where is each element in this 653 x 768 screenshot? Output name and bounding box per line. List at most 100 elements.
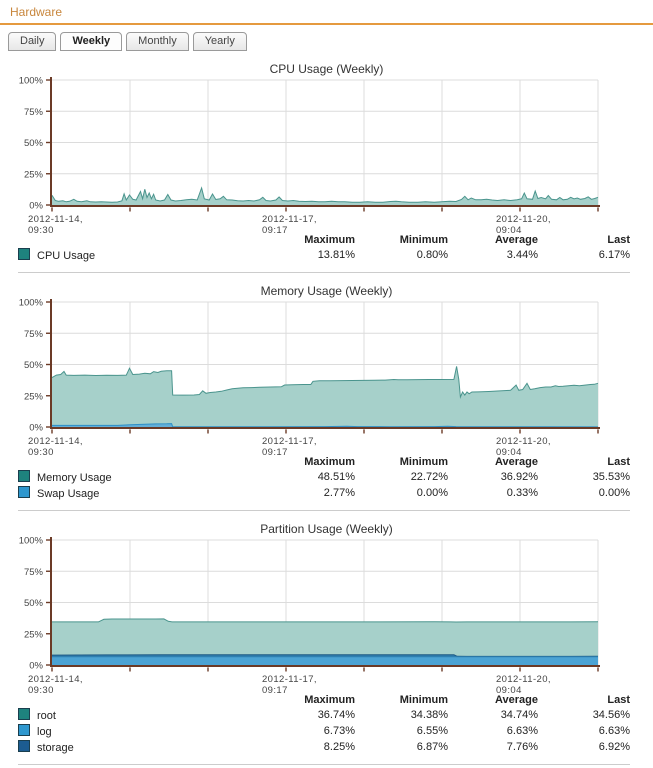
stat-maximum: 36.74% [317,709,355,721]
stats-header-minimum: Minimum [399,234,448,246]
svg-text:50%: 50% [24,598,44,609]
root-swatch [18,708,30,720]
svg-text:2012-11-14,: 2012-11-14, [28,436,83,447]
stats-header-row: Maximum Minimum Average Last [18,693,630,707]
stat-average: 34.74% [500,709,538,721]
stats-header-maximum: Maximum [304,456,355,468]
stat-average: 36.92% [500,471,538,483]
stats-header-minimum: Minimum [399,694,448,706]
stat-average: 3.44% [506,249,538,261]
stat-maximum: 8.25% [323,741,355,753]
cpu-stats-table: Maximum Minimum Average Last CPU Usage 1… [18,233,630,263]
stats-header-average: Average [494,694,538,706]
chart-title: Memory Usage (Weekly) [260,284,393,298]
tab-monthly[interactable]: Monthly [126,32,189,51]
memory-usage-swatch [18,470,30,482]
svg-text:0%: 0% [29,661,43,672]
series-label: CPU Usage [37,250,96,262]
memory-usage-chart: Memory Usage (Weekly) 100% 75% 50% 25% 0% 201… [0,284,653,511]
page-title: Hardware [10,5,63,19]
svg-text:2012-11-17,: 2012-11-17, [262,436,317,447]
stats-header-last: Last [607,456,630,468]
stats-header-row: Maximum Minimum Average Last [18,455,630,469]
table-row: root 36.74% 34.38% 34.74% 34.56% [18,707,630,723]
svg-text:25%: 25% [24,169,44,180]
chart-title: Partition Usage (Weekly) [260,522,393,536]
svg-text:2012-11-20,: 2012-11-20, [496,674,551,685]
stat-last: 6.63% [598,725,630,737]
table-row: Memory Usage 48.51% 22.72% 36.92% 35.53% [18,469,630,485]
svg-text:75%: 75% [24,567,44,578]
svg-text:2012-11-17,: 2012-11-17, [262,674,317,685]
log-swatch [18,724,30,736]
svg-text:100%: 100% [19,76,44,87]
stat-last: 0.00% [598,487,630,499]
page-header: Hardware [0,0,653,19]
swap-usage-swatch [18,486,30,498]
stat-minimum: 34.38% [410,709,448,721]
stats-header-last: Last [607,234,630,246]
cpu-usage-chart: CPU Usage (Weekly) 100% 75% 50% 25% 0% 2012-1… [0,62,653,273]
series-label: Memory Usage [37,472,112,484]
stats-header-row: Maximum Minimum Average Last [18,233,630,247]
table-row: storage 8.25% 6.87% 7.76% 6.92% [18,739,630,755]
stat-minimum: 0.00% [416,487,448,499]
svg-text:75%: 75% [24,107,44,118]
stat-last: 34.56% [592,709,630,721]
svg-text:09:17: 09:17 [262,447,288,455]
partition-stats-table: Maximum Minimum Average Last root 36.74%… [18,693,630,755]
table-row: Swap Usage 2.77% 0.00% 0.33% 0.00% [18,485,630,501]
svg-text:09:04: 09:04 [496,685,522,693]
svg-text:09:17: 09:17 [262,685,288,693]
chart-title: CPU Usage (Weekly) [269,62,384,76]
tab-daily[interactable]: Daily [8,32,57,51]
tab-weekly[interactable]: Weekly [60,32,123,51]
svg-text:09:30: 09:30 [28,685,54,693]
table-row: CPU Usage 13.81% 0.80% 3.44% 6.17% [18,247,630,263]
svg-text:100%: 100% [19,536,44,547]
svg-text:2012-11-14,: 2012-11-14, [28,674,83,685]
stat-minimum: 22.72% [410,471,448,483]
tab-yearly[interactable]: Yearly [192,32,247,51]
svg-text:2012-11-20,: 2012-11-20, [496,436,551,447]
partition-usage-chart: Partition Usage (Weekly) 100% 75% 50% 25% 0%… [0,522,653,765]
stat-average: 6.63% [506,725,538,737]
series-label: storage [37,742,74,754]
memory-stats-table: Maximum Minimum Average Last Memory Usag… [18,455,630,501]
series-label: log [37,726,52,738]
stat-maximum: 2.77% [323,487,355,499]
series-label: root [37,710,56,722]
stats-header-last: Last [607,694,630,706]
cpu-usage-plot: 100% 75% 50% 25% 0% 2012-11-14,09:30 2012-11-1… [19,76,600,233]
stat-last: 35.53% [592,471,630,483]
stat-average: 7.76% [506,741,538,753]
header-underline [0,23,653,25]
stats-header-minimum: Minimum [399,456,448,468]
memory-usage-plot: 100% 75% 50% 25% 0% 2012-11-14,09:30 2012-11-1… [19,298,600,455]
svg-text:09:04: 09:04 [496,447,522,455]
svg-text:2012-11-17,: 2012-11-17, [262,214,317,225]
svg-text:50%: 50% [24,360,44,371]
series-label: Swap Usage [37,488,100,500]
stat-average: 0.33% [506,487,538,499]
svg-text:2012-11-14,: 2012-11-14, [28,214,83,225]
section-divider [18,272,630,273]
section-divider [18,510,630,511]
stat-last: 6.92% [598,741,630,753]
stat-last: 6.17% [598,249,630,261]
svg-text:09:17: 09:17 [262,225,288,233]
svg-text:09:30: 09:30 [28,447,54,455]
svg-text:0%: 0% [29,423,43,434]
table-row: log 6.73% 6.55% 6.63% 6.63% [18,723,630,739]
stats-header-maximum: Maximum [304,694,355,706]
svg-text:100%: 100% [19,298,44,309]
stat-maximum: 48.51% [317,471,355,483]
svg-text:50%: 50% [24,138,44,149]
stat-maximum: 6.73% [323,725,355,737]
stats-header-average: Average [494,456,538,468]
stat-maximum: 13.81% [317,249,355,261]
stat-minimum: 6.55% [416,725,448,737]
cpu-usage-swatch [18,248,30,260]
section-divider [18,764,630,765]
svg-text:2012-11-20,: 2012-11-20, [496,214,551,225]
